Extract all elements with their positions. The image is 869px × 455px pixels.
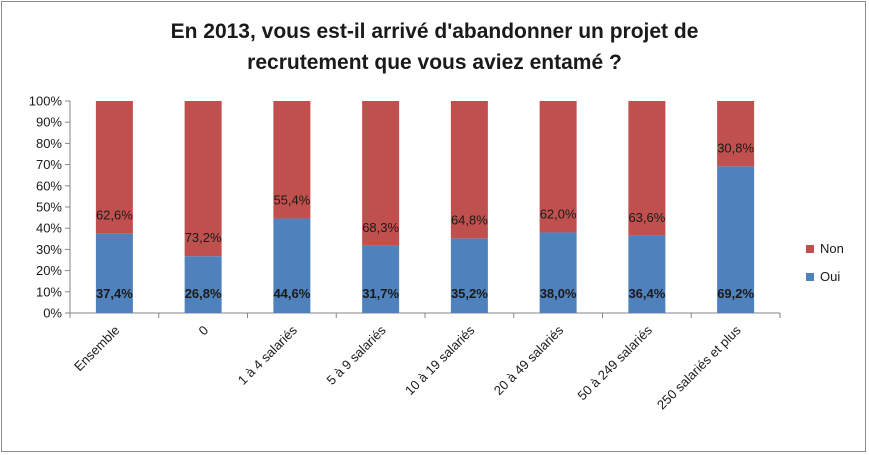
data-label-oui: 31,7%	[362, 286, 399, 301]
y-tick-label: 100%	[29, 94, 63, 109]
data-label-non: 62,6%	[96, 208, 133, 223]
data-label-oui: 38,0%	[540, 286, 577, 301]
x-category-label: 10 à 19 salariés	[402, 322, 478, 398]
data-label-non: 64,8%	[451, 212, 488, 227]
x-category-label: 5 à 9 salariés	[323, 322, 389, 388]
y-tick-label: 60%	[36, 178, 62, 193]
y-tick-label: 80%	[36, 136, 62, 151]
bar-non	[450, 101, 488, 239]
bar-non	[95, 101, 133, 234]
data-label-oui: 37,4%	[96, 286, 133, 301]
data-label-non: 55,4%	[273, 192, 310, 207]
bar-oui	[273, 218, 311, 313]
data-label-non: 68,3%	[362, 220, 399, 235]
y-tick-label: 0%	[43, 306, 62, 321]
legend-label: Oui	[820, 269, 840, 284]
y-tick-label: 30%	[36, 242, 62, 257]
bar-non	[717, 101, 755, 167]
y-tick-label: 20%	[36, 263, 62, 278]
x-category-label: Ensemble	[71, 323, 122, 374]
bar-oui	[95, 233, 133, 313]
bar-oui	[184, 256, 222, 313]
data-label-oui: 69,2%	[717, 286, 754, 301]
bar-non	[184, 101, 222, 257]
y-tick-label: 70%	[36, 157, 62, 172]
legend-label: Non	[820, 241, 844, 256]
data-label-non: 73,2%	[185, 230, 222, 245]
legend-swatch	[806, 245, 814, 253]
y-tick-label: 10%	[36, 284, 62, 299]
bar-oui	[717, 166, 755, 313]
bar-oui	[539, 232, 577, 313]
data-label-non: 62,0%	[540, 206, 577, 221]
data-label-oui: 44,6%	[273, 286, 310, 301]
chart-title: En 2013, vous est-il arrivé d'abandonner…	[170, 20, 699, 74]
bar-oui	[362, 245, 400, 313]
data-label-non: 30,8%	[717, 140, 754, 155]
data-label-non: 63,6%	[628, 210, 665, 225]
x-category-label: 20 à 49 salariés	[491, 322, 567, 398]
data-label-oui: 36,4%	[628, 286, 665, 301]
y-tick-label: 40%	[36, 221, 62, 236]
data-label-oui: 26,8%	[185, 286, 222, 301]
x-category-label: 50 à 249 salariés	[574, 322, 655, 403]
x-category-label: 250 salariés et plus	[654, 322, 744, 412]
bar-non	[628, 101, 666, 236]
y-tick-label: 90%	[36, 115, 62, 130]
bar-oui	[450, 238, 488, 313]
bar-non	[273, 101, 311, 219]
x-category-label: 1 à 4 salariés	[235, 322, 301, 388]
x-category-label: 0	[196, 323, 212, 339]
bar-non	[539, 101, 577, 233]
data-label-oui: 35,2%	[451, 286, 488, 301]
bar-oui	[628, 235, 666, 313]
legend-swatch	[806, 273, 814, 281]
bar-non	[362, 101, 400, 246]
y-tick-label: 50%	[36, 200, 62, 215]
